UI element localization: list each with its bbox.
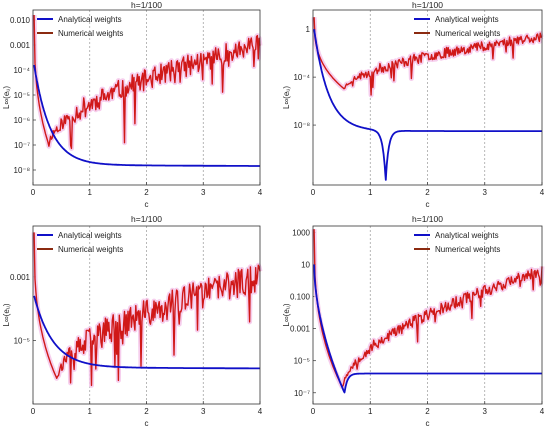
x-tick-label: 0 xyxy=(311,188,316,197)
x-tick-label: 2 xyxy=(425,188,430,197)
panel-title: h=1/100 xyxy=(131,0,162,10)
x-tick-label: 2 xyxy=(425,407,430,416)
legend-label: Analytical weights xyxy=(58,231,122,240)
panel-title: h=1/100 xyxy=(412,214,443,224)
legend-label: Numerical weights xyxy=(435,29,500,38)
x-axis-label: c xyxy=(145,419,149,428)
y-tick-label: 1 xyxy=(306,25,311,34)
plot-frame xyxy=(312,9,543,186)
numerical-halo xyxy=(311,229,545,390)
y-tick-label: 10⁻⁷ xyxy=(14,141,30,150)
y-tick-label: 10⁻⁶ xyxy=(14,116,30,125)
legend-label: Numerical weights xyxy=(58,29,123,38)
y-tick-label: 10⁻⁵ xyxy=(14,91,30,100)
y-tick-label: 10⁻⁷ xyxy=(294,389,310,398)
y-tick-label: 0.010 xyxy=(10,16,31,25)
x-axis-label: c xyxy=(426,419,430,428)
y-tick-label: 10⁻⁵ xyxy=(14,336,30,345)
plot-frame xyxy=(312,225,543,405)
y-tick-label: 10⁻⁸ xyxy=(14,166,31,175)
x-tick-label: 4 xyxy=(258,188,263,197)
x-tick-label: 4 xyxy=(540,188,545,197)
x-tick-label: 2 xyxy=(144,407,149,416)
x-tick-label: 3 xyxy=(483,407,488,416)
y-tick-label: 0.001 xyxy=(290,325,311,334)
panel-title: h=1/100 xyxy=(131,214,162,224)
x-tick-label: 4 xyxy=(258,407,263,416)
plot-frame xyxy=(32,225,261,405)
y-axis-label: L∞(eᵤ) xyxy=(2,86,11,109)
y-axis-label: L∞(eᵤ) xyxy=(2,303,11,326)
y-tick-label: 10 xyxy=(301,260,310,269)
x-tick-label: 1 xyxy=(368,188,373,197)
x-tick-label: 1 xyxy=(88,407,93,416)
numerical-weights-line xyxy=(313,229,543,388)
analytical-weights-line xyxy=(313,29,543,181)
x-tick-label: 3 xyxy=(201,407,206,416)
y-tick-label: 10⁻⁸ xyxy=(294,121,311,130)
panel-title: h=1/100 xyxy=(412,0,443,10)
x-tick-label: 1 xyxy=(368,407,373,416)
x-axis-label: c xyxy=(145,200,149,209)
x-tick-label: 0 xyxy=(31,188,36,197)
plot-frame xyxy=(32,9,261,186)
analytical-weights-line xyxy=(33,64,261,167)
x-tick-label: 3 xyxy=(201,188,206,197)
x-tick-label: 2 xyxy=(144,188,149,197)
numerical-weights-line xyxy=(33,232,261,387)
y-tick-label: 0.001 xyxy=(10,41,31,50)
y-axis-label: L∞(eᵤ) xyxy=(282,303,291,326)
analytical-weights-line xyxy=(33,295,261,370)
x-tick-label: 0 xyxy=(311,407,316,416)
y-tick-label: 0.100 xyxy=(290,293,311,302)
y-axis-label: L∞(eᵤ) xyxy=(282,86,291,109)
y-tick-label: 1000 xyxy=(292,228,310,237)
legend-label: Numerical weights xyxy=(435,245,500,254)
y-tick-label: 10⁻⁴ xyxy=(293,73,310,82)
x-tick-label: 3 xyxy=(483,188,488,197)
legend-label: Analytical weights xyxy=(435,231,499,240)
legend-label: Numerical weights xyxy=(58,245,123,254)
numerical-weights-line xyxy=(313,17,543,96)
x-tick-label: 1 xyxy=(88,188,93,197)
y-tick-label: 10⁻⁴ xyxy=(13,66,30,75)
y-tick-label: 10⁻⁵ xyxy=(294,357,310,366)
analytical-weights-line xyxy=(313,264,543,394)
x-axis-label: c xyxy=(426,200,430,209)
numerical-weights-line xyxy=(33,14,261,150)
x-tick-label: 0 xyxy=(31,407,36,416)
y-tick-label: 0.001 xyxy=(10,273,31,282)
legend-label: Analytical weights xyxy=(58,15,122,24)
x-tick-label: 4 xyxy=(540,407,545,416)
legend-label: Analytical weights xyxy=(435,15,499,24)
